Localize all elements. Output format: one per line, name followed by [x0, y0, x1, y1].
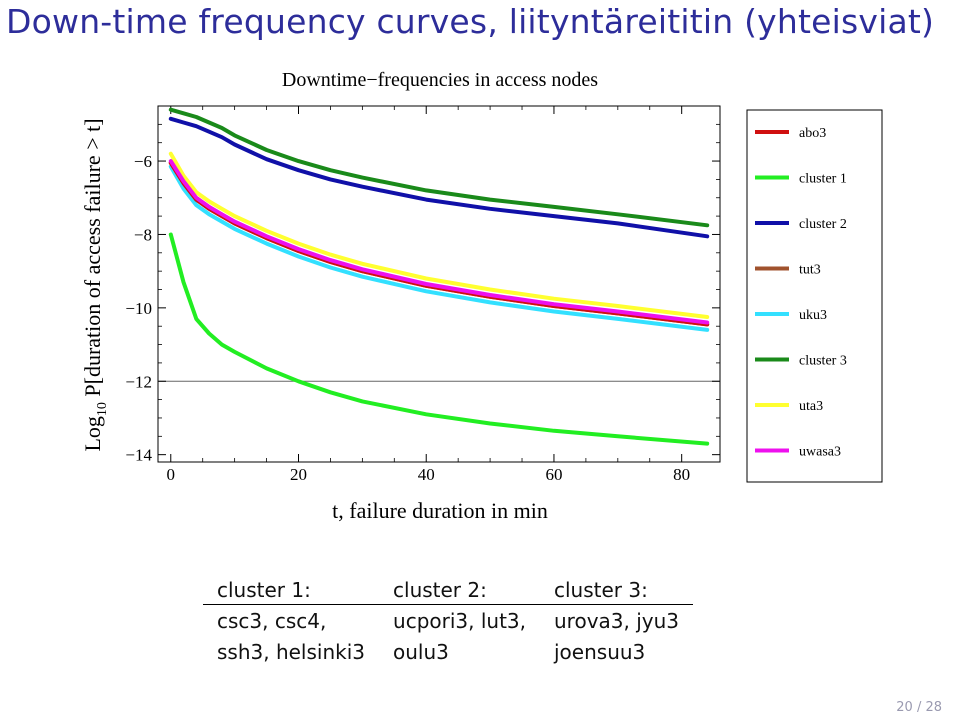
legend: abo3 cluster 1 cluster 2 tut3 uku3 cluster 3 u… [746, 109, 883, 483]
x-tick-label: 60 [545, 465, 562, 484]
downtime-chart: Downtime−frequencies in access nodes Log… [80, 69, 883, 523]
series-lines [168, 107, 710, 446]
legend-label: uta3 [799, 399, 823, 414]
legend-label: uwasa3 [799, 445, 841, 460]
series-line-cluster-3 [168, 107, 710, 228]
table-row: ssh3, helsinki3 oulu3 joensuu3 [203, 636, 693, 667]
cluster-1-members-line1: csc3, csc4, [217, 609, 327, 633]
x-axis-label: t, failure duration in min [332, 498, 548, 523]
y-tick-label: −10 [125, 299, 152, 318]
cluster-3-header: cluster 3: [540, 578, 694, 605]
series-line-cluster-2 [168, 116, 710, 239]
legend-label: abo3 [799, 126, 826, 141]
y-tick-label: −8 [134, 225, 152, 244]
legend-box [746, 109, 883, 483]
plot-frame [157, 105, 721, 463]
cluster-3-members-line2: joensuu3 [554, 640, 646, 664]
y-tick-label: −6 [134, 152, 152, 171]
y-label-rest: P[duration of access failure > t] [80, 118, 105, 402]
y-tick-label: −14 [125, 446, 152, 465]
y-tick-label: −12 [125, 372, 152, 391]
axis-ticks: 0 20 40 60 80 −6 −8 −10 −12 −14 [125, 105, 720, 484]
clusters-table: cluster 1: cluster 2: cluster 3: csc3, c… [203, 578, 694, 667]
cluster-1-header: cluster 1: [203, 578, 380, 605]
x-tick-label: 40 [418, 465, 435, 484]
legend-label: cluster 1 [799, 172, 847, 187]
cluster-3-members-line1: urova3, jyu3 [554, 609, 680, 633]
series-line-abo3 [168, 160, 710, 327]
x-tick-label: 20 [290, 465, 307, 484]
slide-title: Down-time frequency curves, liityntäreit… [6, 2, 935, 41]
series-line-uta3 [168, 151, 710, 319]
series-line-uku3 [168, 164, 710, 332]
cluster-2-header: cluster 2: [379, 578, 540, 605]
y-label-sub: 10 [95, 402, 110, 416]
svg-text:Log10 P[duration of access fai: Log10 P[duration of access failure > t] [80, 118, 110, 451]
series-line-cluster-1 [168, 232, 710, 446]
page-number: 20 / 28 [896, 700, 942, 715]
y-axis-label: Log10 P[duration of access failure > t] [80, 118, 110, 451]
series-line-tut3 [168, 160, 710, 327]
legend-label: cluster 3 [799, 354, 847, 369]
clusters-header-row: cluster 1: cluster 2: cluster 3: [203, 578, 694, 605]
cluster-1-members-line2: ssh3, helsinki3 [217, 640, 366, 664]
x-tick-label: 0 [167, 465, 176, 484]
table-row: csc3, csc4, ucpori3, lut3, urova3, jyu3 [203, 605, 693, 637]
legend-label: cluster 2 [799, 217, 847, 232]
cluster-2-members-line1: ucpori3, lut3, [393, 609, 526, 633]
x-tick-label: 80 [673, 465, 690, 484]
y-label-log: Log [80, 416, 105, 451]
cluster-2-members-line2: oulu3 [393, 640, 449, 664]
chart-title: Downtime−frequencies in access nodes [282, 69, 598, 91]
legend-label: tut3 [799, 263, 821, 278]
series-line-uwasa3 [168, 159, 710, 325]
legend-label: uku3 [799, 308, 827, 323]
